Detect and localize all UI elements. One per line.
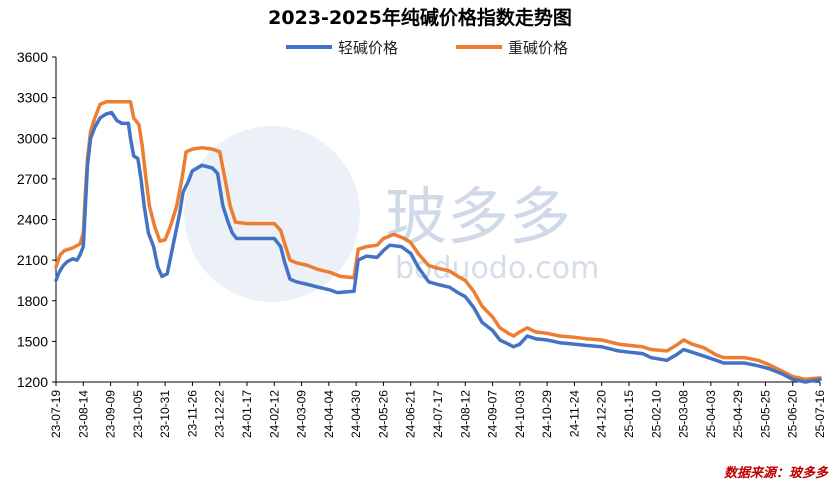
series-line-light-soda	[54, 110, 822, 384]
x-tick-label: 23-11-26	[185, 390, 199, 437]
legend: 轻碱价格 重碱价格	[286, 39, 568, 57]
x-tick-label: 25-04-29	[731, 390, 745, 438]
y-tick-label: 1200	[17, 374, 48, 390]
y-tick-label: 2700	[17, 171, 48, 187]
watermark-logo-circle	[184, 126, 360, 302]
x-tick-label: 24-05-26	[376, 390, 390, 438]
x-tick-label: 23-09-09	[104, 390, 118, 438]
x-tick-label: 25-03-08	[677, 390, 691, 438]
x-tick-label: 23-12-22	[213, 390, 227, 438]
x-tick-label: 24-10-29	[540, 390, 554, 438]
legend-label-light: 轻碱价格	[338, 39, 398, 57]
x-tick-label: 24-01-17	[240, 390, 254, 438]
y-tick-label: 3000	[17, 130, 48, 146]
watermark-cn-text: 玻多多	[385, 180, 571, 253]
watermark-en-text: boduodo.com	[395, 251, 599, 286]
x-tick-label: 24-02-12	[267, 390, 281, 438]
x-tick-label: 25-05-25	[758, 390, 772, 438]
chart-title: 2023-2025年纯碱价格指数走势图	[268, 6, 572, 29]
x-tick-label: 23-07-19	[49, 390, 63, 438]
x-tick-label: 24-09-07	[486, 390, 500, 438]
x-tick-label: 24-08-12	[458, 390, 472, 438]
legend-label-heavy: 重碱价格	[508, 39, 568, 57]
x-tick-label: 24-04-04	[322, 390, 336, 438]
x-tick-label: 24-06-21	[404, 390, 418, 438]
x-tick-label: 24-07-17	[431, 390, 445, 438]
x-tick-label: 24-12-20	[595, 390, 609, 438]
x-tick-label: 25-06-20	[786, 390, 800, 438]
y-tick-label: 2100	[17, 252, 48, 268]
series-line-heavy-soda	[54, 99, 822, 382]
y-ticks: 1200 1500 1800 2100 2400 2700 3000 3300 3600	[17, 49, 56, 390]
source-note: 数据来源：玻多多	[724, 465, 829, 481]
x-tick-label: 25-07-16	[813, 390, 827, 438]
y-tick-label: 2400	[17, 212, 48, 228]
x-tick-label: 23-10-05	[131, 390, 145, 438]
x-tick-label: 23-08-14	[76, 390, 90, 438]
x-tick-label: 24-10-03	[513, 390, 527, 438]
watermark: 玻多多 boduodo.com	[184, 126, 599, 302]
x-tick-label: 23-10-31	[158, 390, 172, 438]
y-tick-label: 3300	[17, 90, 48, 106]
x-tick-label: 24-04-30	[349, 390, 363, 438]
x-tick-label: 25-04-03	[704, 390, 718, 438]
y-tick-label: 1800	[17, 293, 48, 309]
x-ticks: 23-07-19 23-08-14 23-09-09 23-10-05 23-10-31…	[49, 382, 827, 438]
x-tick-label: 24-03-09	[295, 390, 309, 438]
x-tick-label: 24-11-24	[567, 390, 581, 437]
y-tick-label: 1500	[17, 333, 48, 349]
x-tick-label: 25-02-10	[649, 390, 663, 438]
series-lines	[54, 99, 822, 384]
x-tick-label: 25-01-15	[622, 390, 636, 438]
y-tick-label: 3600	[17, 49, 48, 65]
